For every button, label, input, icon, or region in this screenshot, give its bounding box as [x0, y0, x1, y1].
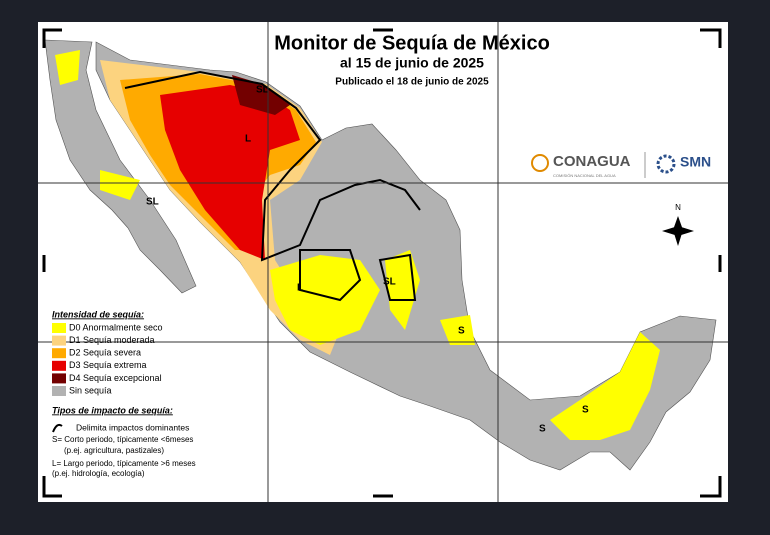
- legend-label: Sin sequía: [69, 385, 112, 395]
- conagua-sub: COMISIÓN NACIONAL DEL AGUA: [553, 173, 616, 178]
- legend-swatch: [52, 360, 66, 371]
- legend-swatch: [52, 323, 66, 333]
- legend-swatch: [52, 373, 66, 384]
- d0-area: [550, 332, 660, 440]
- subtitle: al 15 de junio de 2025: [340, 55, 484, 71]
- corner-brackets: [42, 28, 722, 498]
- published: Publicado el 18 de junio de 2025: [335, 77, 489, 88]
- legend: Intensidad de sequía: Tipos de impacto d…: [52, 309, 196, 478]
- impact-note: S= Corto periodo, típicamente <6meses: [52, 435, 193, 444]
- impact-note: L= Largo periodo, típicamente >6 meses: [52, 459, 196, 468]
- d0-area: [440, 315, 475, 345]
- impact-line-label: Delimita impactos dominantes: [76, 422, 189, 432]
- impact-line-symbol: [52, 423, 63, 433]
- smn-logo: SMN: [680, 154, 711, 170]
- d3-area: [160, 85, 300, 260]
- legend-swatch: [52, 335, 66, 346]
- map-label: S: [539, 424, 546, 435]
- impact-note: (p.ej. hidrología, ecología): [52, 469, 145, 478]
- legend-label: D0 Anormalmente seco: [69, 322, 163, 332]
- legend-swatch: [52, 348, 66, 359]
- map-label: L: [245, 134, 251, 145]
- map-label: SL: [256, 85, 269, 96]
- legend-swatch: [52, 386, 66, 396]
- map-label: S: [458, 326, 465, 337]
- map-label: SL: [383, 277, 396, 288]
- grid-lines: [38, 22, 728, 502]
- legend-label: D4 Sequía excepcional: [69, 373, 162, 383]
- conagua-icon: [531, 154, 549, 172]
- smn-icon: [656, 154, 676, 174]
- impact-note: (p.ej. agricultura, pastizales): [64, 446, 164, 455]
- north-label: N: [675, 203, 681, 212]
- map-label: S: [582, 405, 589, 416]
- impact-title: Tipos de impacto de sequía:: [52, 405, 173, 415]
- map-label: SL: [146, 197, 159, 208]
- d0-area: [55, 50, 140, 200]
- legend-title: Intensidad de sequía:: [52, 309, 144, 319]
- legend-label: D3 Sequía extrema: [69, 360, 147, 370]
- north-arrow: N: [662, 203, 694, 246]
- title: Monitor de Sequía de México: [274, 32, 550, 54]
- d0-area: [270, 255, 380, 345]
- d4-area: [232, 75, 290, 115]
- logos: CONAGUA COMISIÓN NACIONAL DEL AGUA SMN: [531, 152, 711, 178]
- legend-label: D1 Sequía moderada: [69, 335, 155, 345]
- map: SL L SL L SL S S S: [44, 39, 717, 471]
- map-label: L: [297, 283, 303, 294]
- legend-label: D2 Sequía severa: [69, 348, 141, 358]
- conagua-logo: CONAGUA: [553, 153, 631, 170]
- baja-california: [44, 39, 197, 294]
